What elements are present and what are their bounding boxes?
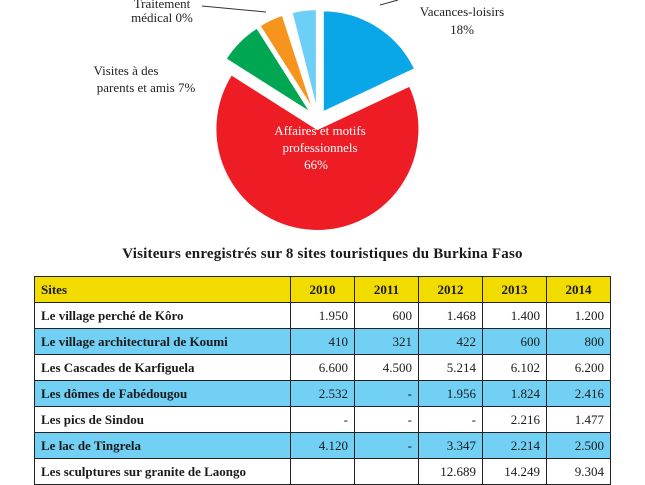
pie-label-medical-line2: médical 0% [131,10,193,25]
pie-label-visites-line2: parents et amis 7% [97,80,196,95]
site-name-cell: Les pics de Sindou [34,406,291,433]
visitor-count-2013: 1.400 [482,302,547,329]
visitor-count-2012: 3.347 [418,432,483,459]
visitor-count-2014: 800 [546,328,611,355]
visitor-count-2011 [354,458,419,485]
visitor-count-2014: 1.477 [546,406,611,433]
pie-label-affaires-line1: Affaires et motifs [274,123,365,138]
visitor-count-2011: - [354,432,419,459]
table-row: Le village architectural de Koumi 410 321 4… [34,328,611,355]
pie-slice-unlabeled-3 [258,13,316,113]
column-header-2012: 2012 [418,276,483,303]
table-header-row: Sites 2010 2011 2012 2013 2014 [34,276,611,303]
site-name-cell: Le lac de Tingrela [34,432,291,459]
visitors-table-container: Sites 2010 2011 2012 2013 2014 Le villag… [34,276,611,485]
pie-slice-visites [224,26,313,115]
visitor-count-2014: 9.304 [546,458,611,485]
visitor-count-2014: 1.200 [546,302,611,329]
pie-leader-lines [201,0,399,13]
visitor-count-2010: 1.950 [290,302,355,329]
column-header-2014: 2014 [546,276,611,303]
leader-line-medical [201,5,267,13]
table-row: Les pics de Sindou - - -2.216 1.477 [34,406,611,433]
visitor-count-2014: 6.200 [546,354,611,381]
site-name-cell: Le village architectural de Koumi [34,328,291,355]
visitor-count-2014: 2.416 [546,380,611,407]
visitor-count-2011: 600 [354,302,419,329]
visitor-count-2012: 422 [418,328,483,355]
pie-slice-traitement [282,11,317,112]
visitor-count-2011: - [354,406,419,433]
pie-label-affaires-line2: professionnels [282,140,357,155]
visitor-count-2012: 12.689 [418,458,483,485]
visitors-table: Sites 2010 2011 2012 2013 2014 Le villag… [34,276,611,485]
visitor-count-2013: 1.824 [482,380,547,407]
column-header-sites: Sites [34,276,291,303]
table-row: Les Cascades de Karfiguela 6.600 4.500 5.21… [34,354,611,381]
visitor-count-2012: 5.214 [418,354,483,381]
leader-line-vacances [379,0,399,6]
visitor-count-2010: 6.600 [290,354,355,381]
pie-label-visites-line1: Visites à des [94,63,159,78]
pie-label-medical-line1: Traitement [134,0,191,11]
pie-slice-unlabeled-5 [290,8,318,112]
visitor-count-2010: 410 [290,328,355,355]
pie-label-affaires-value: 66% [304,157,328,172]
column-header-2011: 2011 [354,276,419,303]
site-name-cell: Les sculptures sur granite de Laongo [34,458,291,485]
visitor-count-2013: 14.249 [482,458,547,485]
visitor-count-2013: 2.214 [482,432,547,459]
visitor-count-2013: 6.102 [482,354,547,381]
visitor-count-2013: 600 [482,328,547,355]
visitor-count-2010: 2.532 [290,380,355,407]
site-name-cell: Les dômes de Fabédougou [34,380,291,407]
visitor-count-2011: 321 [354,328,419,355]
pie-label-vacances: Vacances-loisirs [420,4,504,19]
table-row: Le lac de Tingrela 4.120-3.347 2.214 2.500 [34,432,611,459]
visitor-count-2012: 1.468 [418,302,483,329]
visitor-count-2012: - [418,406,483,433]
site-name-cell: Les Cascades de Karfiguela [34,354,291,381]
table-row: Les sculptures sur granite de Laongo 12.6… [34,458,611,485]
pie-chart: Traitement médical 0% Vacances-loisirs 1… [94,0,504,232]
table-row: Les dômes de Fabédougou 2.532-1.956 1.824 2… [34,380,611,407]
pie-slice-vacancesloisirs [321,9,417,114]
site-name-cell: Le village perché de Kôro [34,302,291,329]
pie-slices [214,8,421,232]
pie-label-vacances-value: 18% [450,22,474,37]
visitor-count-2012: 1.956 [418,380,483,407]
pie-slice-affaires [214,72,421,232]
column-header-2013: 2013 [482,276,547,303]
visitor-count-2010: 4.120 [290,432,355,459]
table-row: Le village perché de Kôro 1.950 600 1.468 1.… [34,302,611,329]
visitor-count-2010 [290,458,355,485]
visitor-count-2011: 4.500 [354,354,419,381]
visitor-count-2014: 2.500 [546,432,611,459]
table-body: Le village perché de Kôro 1.950 600 1.468 1.… [34,302,611,485]
column-header-2010: 2010 [290,276,355,303]
visitor-count-2011: - [354,380,419,407]
visitor-count-2013: 2.216 [482,406,547,433]
table-title: Visiteurs enregistrés sur 8 sites touris… [122,246,523,262]
visitor-count-2010: - [290,406,355,433]
